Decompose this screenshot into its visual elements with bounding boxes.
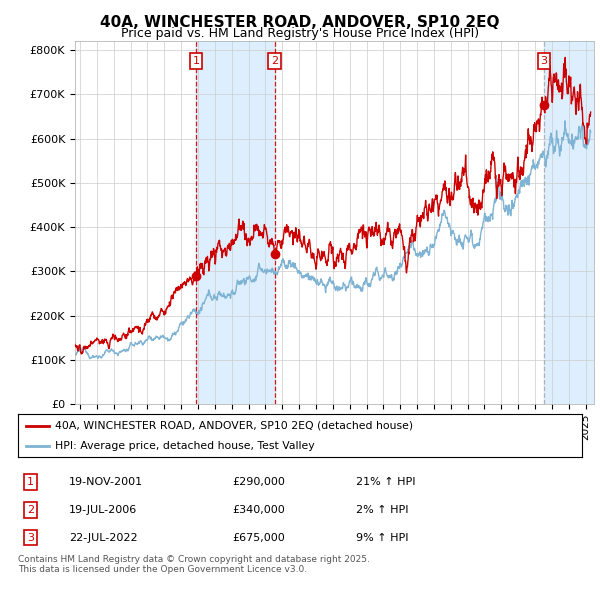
Text: HPI: Average price, detached house, Test Valley: HPI: Average price, detached house, Test…: [55, 441, 314, 451]
Bar: [544, 41, 594, 404]
Text: 1: 1: [27, 477, 34, 487]
Bar: [196, 41, 275, 404]
Text: Contains HM Land Registry data © Crown copyright and database right 2025.
This d: Contains HM Land Registry data © Crown c…: [18, 555, 370, 574]
Text: 3: 3: [541, 56, 548, 66]
Text: £290,000: £290,000: [232, 477, 285, 487]
Text: Price paid vs. HM Land Registry's House Price Index (HPI): Price paid vs. HM Land Registry's House …: [121, 27, 479, 40]
Text: 19-JUL-2006: 19-JUL-2006: [69, 504, 137, 514]
Text: 9% ↑ HPI: 9% ↑ HPI: [356, 533, 409, 543]
Text: £340,000: £340,000: [232, 504, 285, 514]
Text: 2: 2: [27, 504, 34, 514]
Text: 2% ↑ HPI: 2% ↑ HPI: [356, 504, 409, 514]
Text: 40A, WINCHESTER ROAD, ANDOVER, SP10 2EQ: 40A, WINCHESTER ROAD, ANDOVER, SP10 2EQ: [100, 15, 500, 30]
Text: 1: 1: [193, 56, 199, 66]
Text: 2: 2: [271, 56, 278, 66]
Text: 40A, WINCHESTER ROAD, ANDOVER, SP10 2EQ (detached house): 40A, WINCHESTER ROAD, ANDOVER, SP10 2EQ …: [55, 421, 413, 431]
Text: 3: 3: [27, 533, 34, 543]
Text: 21% ↑ HPI: 21% ↑ HPI: [356, 477, 416, 487]
Text: 19-NOV-2001: 19-NOV-2001: [69, 477, 143, 487]
Text: 22-JUL-2022: 22-JUL-2022: [69, 533, 137, 543]
Text: £675,000: £675,000: [232, 533, 285, 543]
